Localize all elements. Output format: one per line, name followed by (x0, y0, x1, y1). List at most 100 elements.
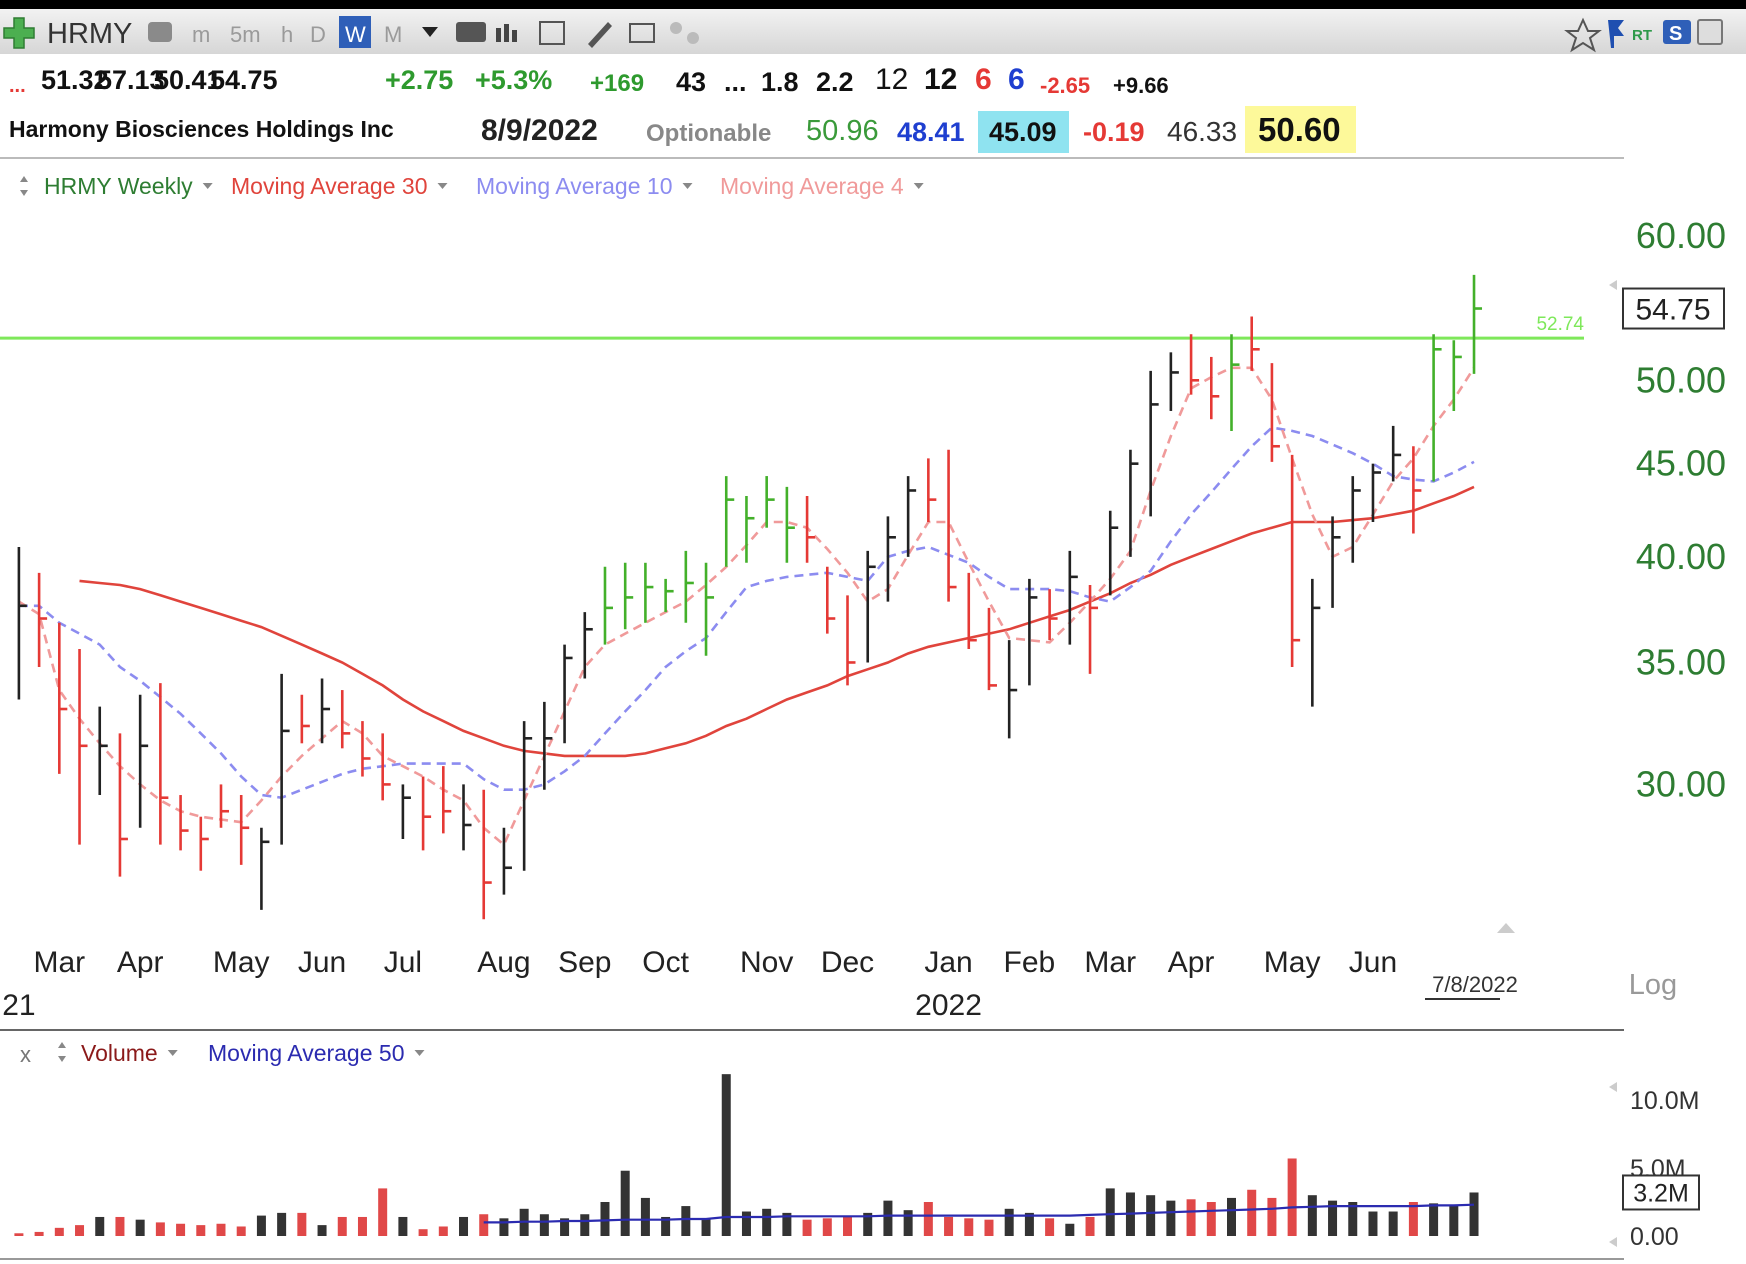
icon[interactable] (588, 22, 612, 48)
watchlist-star[interactable] (1564, 17, 1602, 53)
price-box-label: 54.75 (1635, 294, 1710, 327)
icon[interactable] (629, 23, 655, 43)
volume-bar (1469, 1192, 1479, 1236)
s-button[interactable] (1663, 20, 1691, 44)
legend-dropdown (167, 1050, 178, 1056)
legend-item: Moving Average 10 (476, 173, 673, 199)
year-label: 21 (2, 989, 35, 1022)
volume-bar (398, 1216, 408, 1236)
icon[interactable] (496, 24, 517, 42)
volume-bar (115, 1216, 125, 1236)
quote-item: ... (9, 75, 26, 97)
flag[interactable] (1608, 20, 1624, 48)
volume-bar (14, 1233, 24, 1236)
interval[interactable]: m (192, 22, 210, 47)
volume-bar (1004, 1208, 1014, 1236)
x-tick-label: Jun (1349, 946, 1397, 979)
volume-bar (357, 1216, 367, 1236)
y-tick-label: 35.00 (1636, 641, 1726, 682)
x-tick-label: Jan (924, 946, 972, 979)
top-strip (0, 0, 1746, 9)
volume-bar (1449, 1204, 1459, 1236)
marker (1609, 280, 1617, 290)
interval[interactable]: 5m (230, 22, 261, 47)
volume-bar (75, 1225, 85, 1236)
volume-bar (539, 1214, 549, 1236)
volume-bar (438, 1226, 448, 1236)
interval[interactable]: h (281, 22, 293, 47)
level-label: 52.74 (1536, 314, 1584, 335)
legend-dropdown (437, 183, 448, 189)
icon[interactable] (539, 21, 565, 45)
s-label[interactable]: S (1669, 23, 1682, 45)
y-tick-label: 0.00 (1630, 1223, 1679, 1251)
interval[interactable]: D (310, 22, 326, 47)
quote-item: 43 (676, 67, 706, 97)
volume-bar (1206, 1202, 1216, 1236)
volume-bar (1247, 1189, 1257, 1236)
quote-item: 46.33 (1167, 116, 1237, 147)
quote-item: +2.75 (385, 65, 453, 95)
icon[interactable] (148, 22, 172, 42)
symbol[interactable]: HRMY (47, 18, 132, 50)
legend-item: HRMY Weekly (44, 173, 193, 199)
rt[interactable]: RT (1632, 27, 1652, 44)
volume-box-label: 3.2M (1633, 1179, 1689, 1207)
legend-dropdown (202, 183, 213, 189)
scroll-arrow[interactable] (1497, 923, 1515, 933)
save[interactable] (1697, 19, 1723, 45)
volume-bar (923, 1202, 933, 1236)
volume-bar (964, 1218, 974, 1236)
close-panel[interactable]: x (20, 1042, 31, 1067)
icon[interactable] (687, 32, 699, 44)
legend-item: Moving Average 50 (208, 1040, 405, 1066)
volume-bar (135, 1219, 145, 1236)
dropdown[interactable] (422, 27, 438, 37)
interval[interactable]: M (384, 22, 402, 47)
interval[interactable]: W (345, 22, 366, 47)
quote-item: 57.13 (97, 65, 165, 95)
volume-bar (317, 1225, 327, 1236)
highlight (1245, 106, 1356, 153)
quote-item: 50.60 (1258, 111, 1341, 148)
volume-bar (418, 1229, 428, 1236)
volume-bar (822, 1218, 832, 1236)
volume-bar (1105, 1188, 1115, 1236)
x-tick-label: Dec (821, 946, 874, 979)
quote-item: 50.96 (806, 115, 879, 147)
scale-label[interactable]: Log (1629, 969, 1677, 1001)
volume-bar (1146, 1195, 1156, 1236)
x-tick-label: Apr (117, 946, 164, 979)
icon[interactable] (670, 22, 682, 34)
volume-box (1622, 1174, 1700, 1211)
volume-bar (54, 1227, 64, 1236)
volume-bar (681, 1206, 691, 1236)
volume-bar (721, 1074, 731, 1236)
volume-bar (176, 1223, 186, 1236)
x-tick-label: Feb (1004, 946, 1056, 979)
volume-bar (196, 1225, 206, 1236)
icon[interactable] (456, 22, 486, 42)
interval-active[interactable] (339, 16, 371, 48)
volume-bar (95, 1216, 105, 1236)
volume-bar (34, 1231, 44, 1236)
volume-bar (1388, 1211, 1398, 1236)
quote-item: ... (724, 67, 747, 97)
volume-bar (1267, 1197, 1277, 1236)
volume-bar (1166, 1200, 1176, 1236)
quote-date: 8/9/2022 (481, 114, 598, 147)
date-marker: 7/8/2022 (1432, 972, 1518, 997)
legend-handle (20, 176, 28, 196)
volume-bar (479, 1214, 489, 1236)
volume-bar (499, 1218, 509, 1236)
add-button[interactable] (3, 17, 35, 49)
volume-bar (337, 1216, 347, 1236)
volume-bar (378, 1188, 388, 1236)
volume-bar (236, 1226, 246, 1236)
legend-item: Volume (81, 1040, 158, 1066)
volume-bar (984, 1219, 994, 1236)
volume-bar (843, 1216, 853, 1236)
